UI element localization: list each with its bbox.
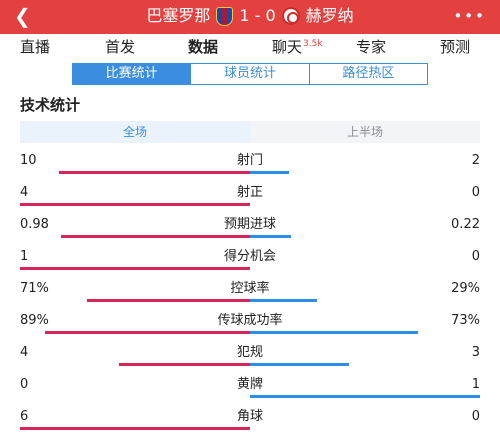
stats-subtabs: 比赛统计 球员统计 路径热区 (72, 63, 428, 85)
stat-row: 10 射门 2 (20, 153, 480, 185)
stat-name: 射正 (236, 185, 263, 200)
section-title: 技术统计 (20, 96, 81, 114)
stat-row: 4 犯规 3 (20, 345, 480, 377)
stat-home-value: 4 (20, 345, 29, 360)
away-team-name: 赫罗纳 (305, 6, 354, 25)
stat-row: 4 射正 0 (20, 185, 480, 217)
stat-row: 0.98 预期进球 0.22 (20, 217, 480, 249)
stat-home-bar (119, 363, 250, 366)
stat-away-value: 1 (471, 377, 480, 392)
tab-experts[interactable]: 专家 (356, 38, 387, 56)
stat-name: 得分机会 (223, 249, 276, 264)
stat-away-value: 3 (471, 345, 480, 360)
stat-name: 射门 (236, 153, 263, 168)
stat-home-value: 1 (20, 249, 29, 264)
chevron-left-icon[interactable]: ❮ (14, 4, 31, 28)
stat-row: 0 黄牌 1 (20, 377, 480, 409)
stat-away-value: 73% (451, 313, 480, 328)
subtab-player-stats[interactable]: 球员统计 (191, 64, 310, 84)
stat-home-bar (20, 203, 250, 206)
stat-home-value: 0.98 (20, 217, 49, 232)
stat-away-value: 0 (471, 249, 480, 264)
period-switch: 全场 上半场 (20, 121, 480, 143)
match-tabs: 直播 首发 数据 聊天 3.5k 专家 预测 (0, 34, 500, 60)
match-score: 1 - 0 (239, 6, 276, 25)
stat-home-value: 71% (20, 281, 49, 296)
stat-row: 6 角球 0 (20, 409, 480, 440)
stat-home-value: 89% (20, 313, 49, 328)
period-full-match[interactable]: 全场 (20, 121, 250, 143)
stat-home-bar (20, 267, 250, 270)
tab-chat-label: 聊天 (272, 38, 303, 56)
barcelona-crest-icon (216, 6, 234, 26)
stat-home-value: 6 (20, 409, 29, 424)
stat-away-bar (250, 363, 349, 366)
subtab-heatmap[interactable]: 路径热区 (342, 66, 395, 81)
stat-home-bar (20, 427, 250, 430)
stat-away-value: 29% (451, 281, 480, 296)
chat-count-badge: 3.5k (303, 39, 323, 49)
stat-away-value: 0 (471, 185, 480, 200)
stat-name: 角球 (236, 409, 263, 424)
home-team-name: 巴塞罗那 (146, 6, 211, 25)
stat-home-value: 0 (20, 377, 29, 392)
stat-name: 黄牌 (236, 377, 263, 392)
stat-name: 控球率 (230, 281, 270, 296)
stat-home-bar (61, 235, 250, 238)
tab-live[interactable]: 直播 (20, 38, 51, 56)
stat-away-bar (250, 235, 291, 238)
stat-name: 传球成功率 (217, 313, 283, 328)
stat-home-bar (87, 299, 250, 302)
girona-crest-icon (281, 7, 300, 25)
stat-home-bar (59, 171, 250, 174)
tab-lineup[interactable]: 首发 (105, 38, 136, 56)
stat-row: 1 得分机会 0 (20, 249, 480, 281)
tab-prediction[interactable]: 预测 (440, 38, 471, 56)
match-header: ❮ 巴塞罗那 1 - 0 赫罗纳 ••• (0, 0, 500, 34)
stat-name: 犯规 (236, 345, 263, 360)
stat-home-bar (45, 331, 250, 334)
period-first-half[interactable]: 上半场 (346, 125, 383, 139)
stat-away-value: 0.22 (451, 217, 480, 232)
stat-home-value: 4 (20, 185, 29, 200)
stat-away-bar (250, 299, 317, 302)
stat-away-bar (250, 171, 289, 174)
tab-data[interactable]: 数据 (188, 38, 219, 56)
more-icon[interactable]: ••• (453, 7, 486, 25)
match-scoreline: 巴塞罗那 1 - 0 赫罗纳 (70, 6, 430, 26)
subtab-match-stats[interactable]: 比赛统计 (73, 64, 192, 84)
stat-away-value: 0 (471, 409, 480, 424)
stat-name: 预期进球 (223, 217, 276, 232)
stat-row: 71% 控球率 29% (20, 281, 480, 313)
stat-home-value: 10 (20, 153, 37, 168)
stat-away-bar (250, 331, 418, 334)
stat-row: 89% 传球成功率 73% (20, 313, 480, 345)
tab-chat[interactable]: 聊天 3.5k (272, 38, 323, 56)
stat-away-bar (250, 395, 480, 398)
stat-away-value: 2 (471, 153, 480, 168)
